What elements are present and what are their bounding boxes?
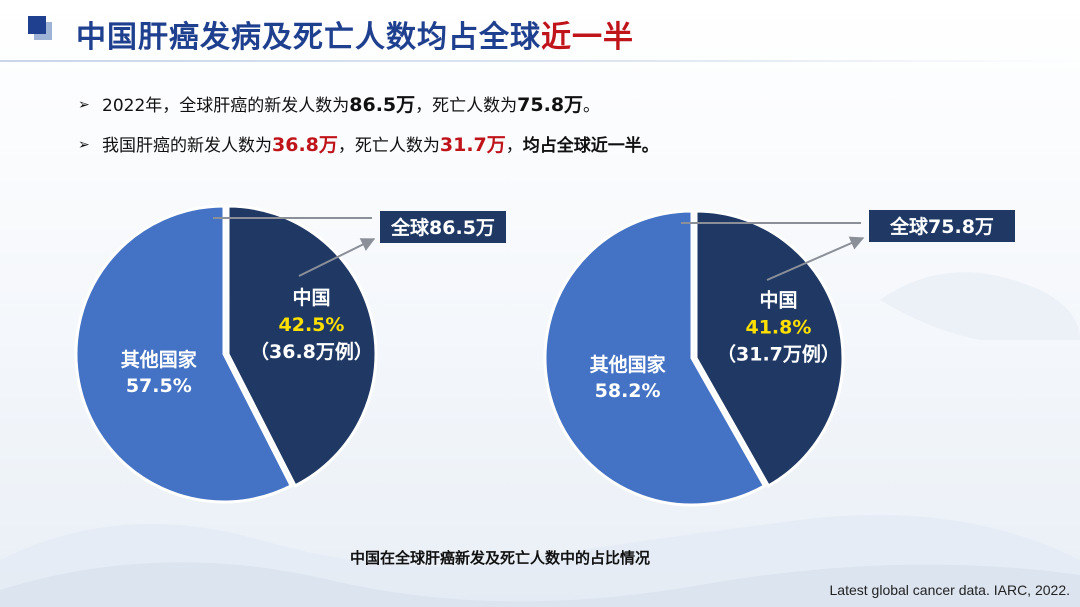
leader-arrow [298,238,376,277]
page-title: 中国肝癌发病及死亡人数均占全球近一半 [76,12,634,56]
arrow-bullet-icon: ➢ [78,97,90,113]
other-percent-label: 57.5% [126,375,192,397]
pie-slice-other [74,204,294,504]
global-total-label-box [869,210,1015,242]
pie-chart-mortality: 全球75.8万 中国 41.8% （31.7万例） 其他国家 58.2% [543,209,1015,507]
bullet-item: ➢ 2022年，全球肝癌的新发人数为86.5万，死亡人数为75.8万。 [78,94,601,116]
china-percent-label: 42.5% [279,314,345,336]
title-highlight: 近一半 [541,20,634,55]
china-percent-label: 41.8% [745,316,811,338]
pie-slice-china [226,204,378,488]
bullet-list: ➢ 2022年，全球肝癌的新发人数为86.5万，死亡人数为75.8万。 ➢ 我国… [78,92,659,172]
leader-arrow [766,236,865,281]
other-percent-label: 58.2% [595,380,661,402]
pie-chart-incidence: 全球86.5万 中国 42.5% （36.8万例） 其他国家 57.5% [74,204,506,504]
china-label: 中国 [292,286,330,309]
china-label: 中国 [759,288,797,311]
global-total-label: 全球86.5万 [390,216,495,239]
title-square-icon [28,16,54,42]
title-divider [0,60,1080,62]
pie-slice-other [543,209,767,507]
title-main: 中国肝癌发病及死亡人数均占全球 [76,20,541,55]
source-citation: Latest global cancer data. IARC, 2022. [829,582,1070,598]
global-total-label-box [380,211,506,243]
global-total-label: 全球75.8万 [889,215,994,238]
pie-slice-china [694,209,845,488]
china-detail-label: （31.7万例） [717,342,840,365]
chart-caption: 中国在全球肝癌新发及死亡人数中的占比情况 [349,549,650,567]
other-label: 其他国家 [121,348,198,371]
other-label: 其他国家 [590,353,667,376]
china-detail-label: （36.8万例） [250,340,373,363]
bullet-item: ➢ 我国肝癌的新发人数为36.8万，死亡人数为31.7万，均占全球近一半。 [78,134,659,156]
arrow-bullet-icon: ➢ [78,137,90,153]
